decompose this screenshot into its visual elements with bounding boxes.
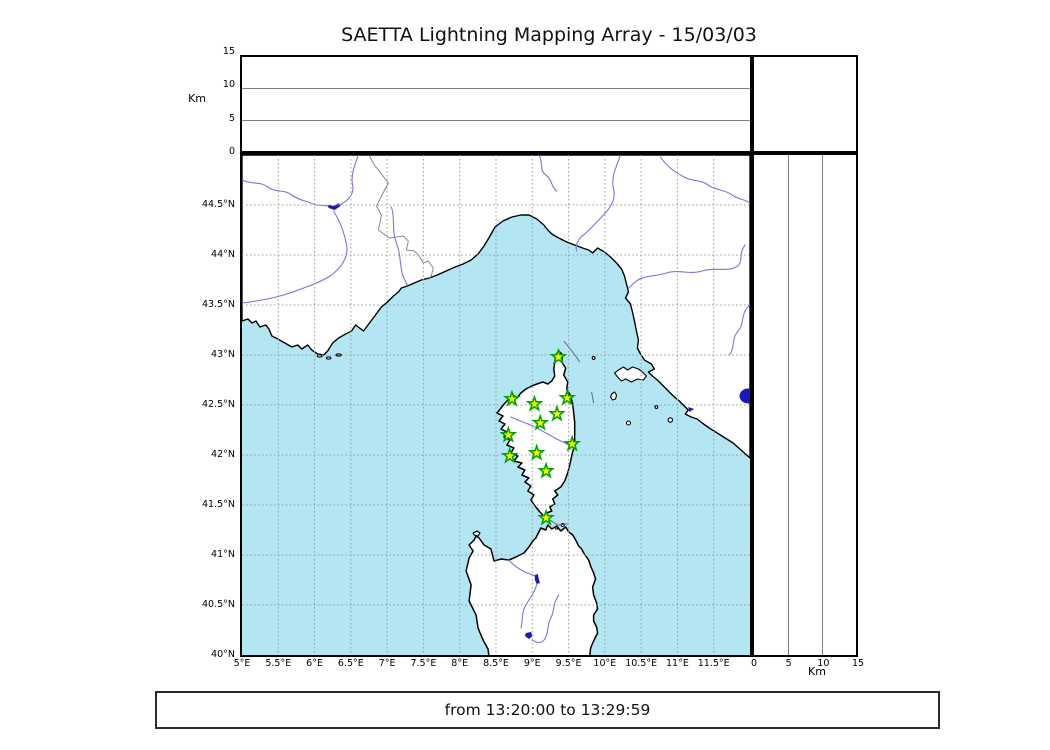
elba-island <box>613 366 647 383</box>
km-tick-label: 5 <box>785 658 792 669</box>
altitude-axis-label-bottom: Km <box>808 665 826 678</box>
km-tick-label: 0 <box>750 658 758 669</box>
lma-station-marker <box>558 388 577 406</box>
altitude-tick-label: 10 <box>222 79 235 91</box>
map-panel <box>240 155 754 657</box>
hyeres-island <box>325 356 332 360</box>
lon-tick-label: 8°E <box>451 658 469 669</box>
altitude-latitude-panel <box>754 155 858 657</box>
corsica-coast <box>496 350 576 519</box>
lat-tick-label: 40.5°N <box>201 599 235 610</box>
lon-tick-label: 9.5°E <box>555 658 582 669</box>
pianosa-island <box>654 405 659 409</box>
time-range-text: from 13:20:00 to 13:29:59 <box>444 701 651 719</box>
montecristo-island <box>625 420 632 426</box>
lon-tick-label: 5.5°E <box>265 658 292 669</box>
mainland-coast <box>242 155 750 459</box>
altitude-axis-label-left: Km <box>188 92 206 105</box>
lma-stations <box>499 347 582 526</box>
lon-tick-label: 10.5°E <box>625 658 658 669</box>
lake-serre-poncon <box>327 203 341 210</box>
lat-tick-label: 44.5°N <box>201 199 235 210</box>
gorgona-island <box>591 356 596 360</box>
lon-tick-label: 6°E <box>306 658 323 669</box>
lat-tick-label: 40°N <box>211 649 235 660</box>
lma-station-marker <box>548 404 566 422</box>
km-tick-label: 10 <box>817 658 830 669</box>
lagoon-orbetello <box>688 407 695 412</box>
lon-tick-label: 9°E <box>523 658 541 669</box>
lma-station-marker <box>531 413 550 431</box>
lat-tick-label: 42.5°N <box>201 399 235 410</box>
altitude-gridline <box>242 119 750 121</box>
islands <box>316 353 674 537</box>
lon-tick-label: 5°E <box>233 658 251 669</box>
altitude-gridline <box>821 155 823 655</box>
altitude-tick-label: 5 <box>228 112 235 124</box>
altitude-longitude-panel <box>240 55 754 155</box>
maddalena-island <box>555 526 559 530</box>
km-tick-label: 15 <box>851 658 865 669</box>
sardinia-lake <box>534 574 540 584</box>
altitude-tick-label: 0 <box>228 146 235 157</box>
corner-panel <box>754 55 858 155</box>
map-graticule <box>242 155 750 655</box>
lake-bolsena <box>739 388 750 404</box>
asinara-island <box>472 530 481 537</box>
lat-tick-label: 41°N <box>211 549 235 560</box>
lat-tick-label: 41.5°N <box>201 499 235 510</box>
line-features <box>549 340 595 526</box>
lat-tick-label: 43.5°N <box>201 299 235 310</box>
giglio-island <box>667 417 674 423</box>
altitude-gridline <box>787 155 789 655</box>
lon-tick-label: 7.5°E <box>410 658 437 669</box>
lat-tick-label: 43°N <box>211 349 235 360</box>
map-canvas <box>242 155 750 655</box>
lma-station-marker <box>527 443 546 461</box>
capraia-island <box>610 391 618 401</box>
lma-station-marker <box>537 461 555 479</box>
lon-tick-label: 7°E <box>378 658 396 669</box>
lma-station-marker <box>500 446 519 464</box>
lma-station-marker <box>503 389 521 407</box>
rivers <box>242 155 750 644</box>
page-title: SAETTA Lightning Mapping Array - 15/03/0… <box>341 24 757 46</box>
lon-tick-label: 8.5°E <box>483 658 509 669</box>
lma-station-marker <box>499 425 518 443</box>
lma-station-marker <box>525 394 544 412</box>
lon-tick-label: 10°E <box>593 658 617 669</box>
lma-station-marker <box>563 434 582 452</box>
sardinia-lake <box>524 632 533 639</box>
lma-station-marker <box>537 508 555 526</box>
lakes <box>327 203 750 639</box>
lon-tick-label: 11.5°E <box>697 658 730 669</box>
altitude-gridline <box>242 88 750 90</box>
country-border <box>369 155 434 279</box>
lon-tick-label: 6.5°E <box>337 658 364 669</box>
lon-tick-label: 11°E <box>666 658 689 669</box>
time-range-box: from 13:20:00 to 13:29:59 <box>155 691 940 729</box>
lma-station-marker <box>549 347 568 365</box>
altitude-tick-label: 15 <box>222 46 235 57</box>
lat-tick-label: 42°N <box>211 449 235 460</box>
lat-tick-label: 44°N <box>211 249 235 260</box>
